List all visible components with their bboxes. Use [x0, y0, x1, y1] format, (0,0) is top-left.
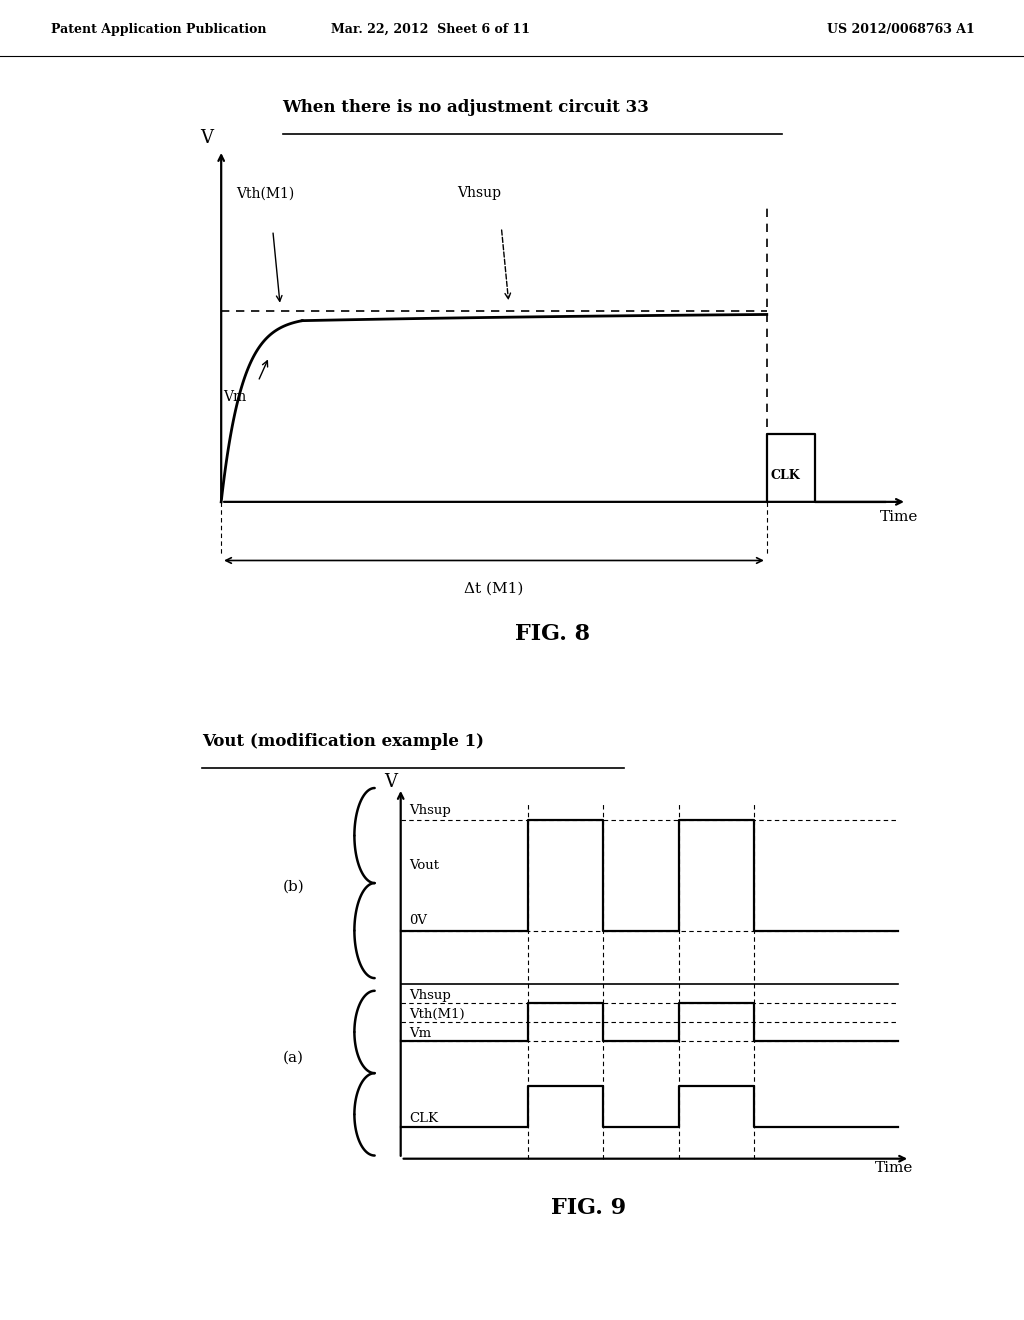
Text: When there is no adjustment circuit 33: When there is no adjustment circuit 33	[283, 99, 649, 116]
Text: FIG. 9: FIG. 9	[551, 1197, 627, 1218]
Text: Δt (M1): Δt (M1)	[464, 581, 523, 595]
Text: Vhsup: Vhsup	[410, 804, 452, 817]
Text: Vout: Vout	[410, 859, 439, 873]
Text: V: V	[200, 129, 213, 147]
Text: Vth(M1): Vth(M1)	[236, 186, 294, 201]
Text: Mar. 22, 2012  Sheet 6 of 11: Mar. 22, 2012 Sheet 6 of 11	[331, 24, 529, 36]
Text: US 2012/0068763 A1: US 2012/0068763 A1	[827, 24, 975, 36]
Text: 0V: 0V	[410, 915, 427, 928]
Text: Time: Time	[874, 1162, 913, 1175]
Text: Vhsup: Vhsup	[410, 989, 452, 1002]
Text: CLK: CLK	[770, 470, 800, 482]
Text: FIG. 8: FIG. 8	[515, 623, 591, 644]
Text: Time: Time	[880, 511, 918, 524]
Text: Vout (modification example 1): Vout (modification example 1)	[203, 733, 484, 750]
Text: (a): (a)	[283, 1051, 304, 1064]
Text: (b): (b)	[283, 879, 304, 894]
Text: Vm: Vm	[222, 389, 246, 404]
Text: Vhsup: Vhsup	[457, 186, 501, 201]
Text: CLK: CLK	[410, 1113, 438, 1126]
Text: V: V	[384, 772, 396, 791]
Text: Patent Application Publication: Patent Application Publication	[51, 24, 266, 36]
Text: Vm: Vm	[410, 1027, 431, 1040]
Text: Vth(M1): Vth(M1)	[410, 1008, 465, 1020]
